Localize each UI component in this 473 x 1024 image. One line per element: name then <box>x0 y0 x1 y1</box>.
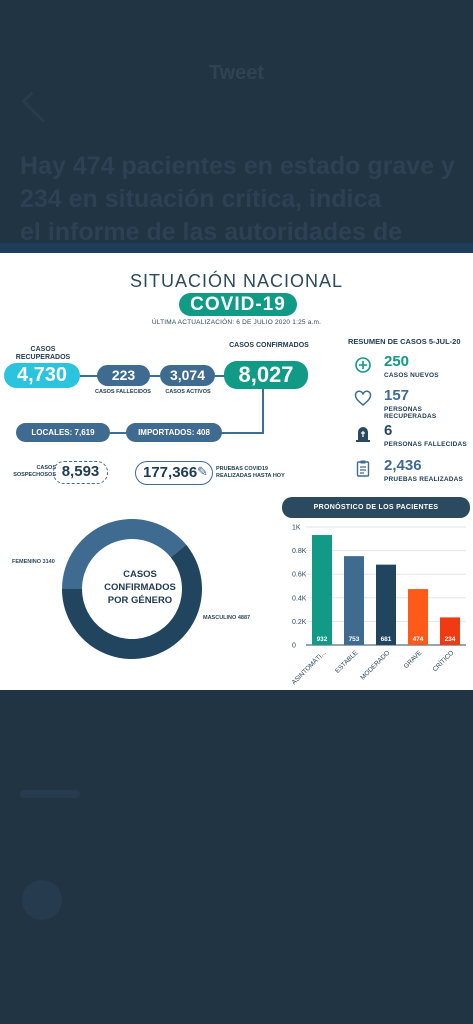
y-tick-label: 0.6K <box>292 572 307 579</box>
masculino-label: MASCULINO 4887 <box>203 615 251 621</box>
donut-center-line: CASOS <box>123 569 157 580</box>
donut-slice-masculino <box>62 544 203 659</box>
heart-icon <box>354 390 372 408</box>
femenino-label: FEMENINO 3140 <box>12 559 55 565</box>
activos-value: 3,074 <box>160 365 215 386</box>
clipboard-icon <box>354 459 372 477</box>
connector-line <box>262 389 264 433</box>
recuperados-value: 4,730 <box>4 363 80 388</box>
resumen-label: PRUEBAS REALIZADAS <box>384 476 464 483</box>
tweet-meta-line <box>20 790 80 798</box>
bar-value-label: 753 <box>349 636 360 643</box>
covid-infographic-image[interactable]: SITUACIÓN NACIONAL COVID-19 ÚLTIMA ACTUA… <box>0 253 473 690</box>
y-tick-label: 0.8K <box>292 548 307 555</box>
connector-line <box>80 375 98 377</box>
resumen-label: CASOS NUEVOS <box>384 372 439 379</box>
bar <box>440 617 460 645</box>
importados-pill: IMPORTADOS: 408 <box>126 423 222 442</box>
media-top-bar <box>0 243 473 253</box>
y-tick-label: 0.4K <box>292 595 307 602</box>
category-label: MODERADO <box>359 649 391 681</box>
bar <box>408 589 428 645</box>
back-arrow-icon[interactable] <box>21 91 53 123</box>
resumen-value: 157 <box>384 387 410 404</box>
bar <box>344 556 364 645</box>
infographic-title: SITUACIÓN NACIONAL <box>129 271 344 291</box>
category-label: GRAVE <box>403 649 424 670</box>
category-label: ASINTOMÁTI... <box>289 648 327 686</box>
activos-label: CASOS ACTIVOS <box>165 389 211 395</box>
pronostico-title: PRONÓSTICO DE LOS PACIENTES <box>282 497 470 518</box>
sospechosos-value: 8,593 <box>53 461 108 484</box>
gender-donut-chart <box>62 519 203 659</box>
bar-value-label: 474 <box>413 636 424 643</box>
update-timestamp: ÚLTIMA ACTUALIZACIÓN: 6 DE JULIO 2020 1:… <box>151 319 322 326</box>
avatar[interactable] <box>22 880 62 920</box>
recuperados-label: CASOS RECUPERADOS <box>15 346 71 361</box>
connector-line <box>150 375 160 377</box>
resumen-value: 2,436 <box>384 457 422 474</box>
pronostico-bar-chart: 0 0.2K 0.4K 0.6K 0.8K 1K 932 ASINTOMÁTI... 753 ES… <box>289 525 466 686</box>
category-label: ESTABLE <box>334 649 360 675</box>
tweet-text-line: Hay 474 pacientes en estado grave y <box>20 152 455 180</box>
confirmados-value: 8,027 <box>224 361 308 389</box>
plus-circle-icon <box>354 356 372 374</box>
y-tick-label: 0.2K <box>292 619 307 626</box>
pruebas-label: PRUEBAS COVID19 REALIZADAS HASTA HOY <box>216 466 285 479</box>
tombstone-icon <box>354 425 372 443</box>
donut-slice-femenino <box>62 519 187 589</box>
resumen-title: RESUMEN DE CASOS 5-JUL-20 <box>348 337 461 346</box>
bar <box>376 564 396 645</box>
resumen-label: PERSONAS FALLECIDAS <box>384 441 467 448</box>
bar <box>312 535 332 645</box>
resumen-label: PERSONAS RECUPERADAS <box>384 406 437 420</box>
fallecidos-label: CASOS FALLECIDOS <box>95 389 151 395</box>
tweet-text-line: 234 en situación crítica, indica <box>20 185 382 213</box>
resumen-value: 6 <box>384 422 393 439</box>
confirmados-label: CASOS CONFIRMADOS <box>229 342 309 349</box>
sospechosos-label: CASOS SOSPECHOSOS <box>13 465 56 478</box>
locales-pill: LOCALES: 7,619 <box>16 423 110 442</box>
bar-value-label: 681 <box>381 636 392 643</box>
tweet-header: Tweet <box>208 62 265 84</box>
donut-center-line: CONFIRMADOS <box>104 582 176 593</box>
bar-value-label: 932 <box>317 636 328 643</box>
donut-center-label: CASOS CONFIRMADOS POR GÉNERO <box>80 568 200 607</box>
bar-value-label: 234 <box>445 636 456 643</box>
y-tick-label: 1K <box>292 525 301 532</box>
fallecidos-value: 223 <box>97 365 150 386</box>
pencil-icon: ✎ <box>197 464 208 479</box>
connector-line <box>200 432 264 434</box>
y-tick-label: 0 <box>292 643 296 650</box>
connector-line <box>215 375 225 377</box>
category-label: CRÍTICO <box>430 648 455 673</box>
connector-line <box>110 432 126 434</box>
covid-badge: COVID-19 <box>179 293 297 316</box>
pruebas-value: 177,366 <box>135 461 213 485</box>
resumen-value: 250 <box>384 353 410 370</box>
donut-center-line: POR GÉNERO <box>107 595 173 606</box>
